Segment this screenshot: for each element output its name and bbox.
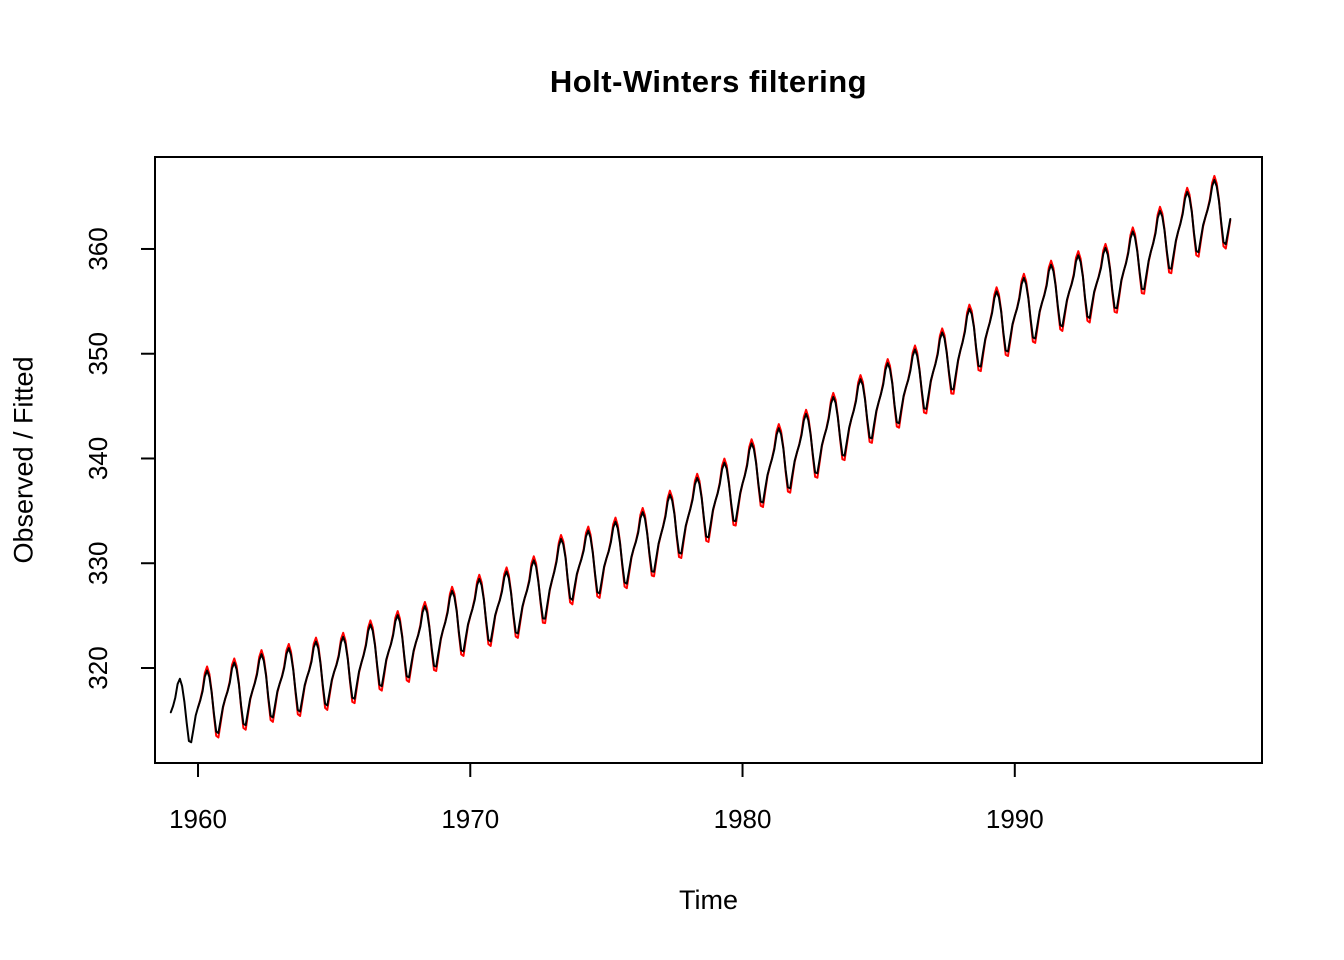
- plot-frame: [154, 156, 1263, 764]
- series-line-observed: [169, 178, 1232, 744]
- x-axis-label: Time: [679, 885, 738, 915]
- y-tick-label: 320: [83, 646, 113, 689]
- x-tick-label: 1970: [441, 804, 499, 834]
- y-tick-label: 350: [83, 332, 113, 375]
- x-tick-label: 1990: [986, 804, 1044, 834]
- x-tick-label: 1980: [714, 804, 772, 834]
- x-tick-label: 1960: [169, 804, 227, 834]
- y-tick-label: 340: [83, 437, 113, 480]
- chart-title: Holt-Winters filtering: [549, 64, 868, 99]
- y-tick-label: 360: [83, 227, 113, 270]
- y-tick-label: 330: [83, 542, 113, 585]
